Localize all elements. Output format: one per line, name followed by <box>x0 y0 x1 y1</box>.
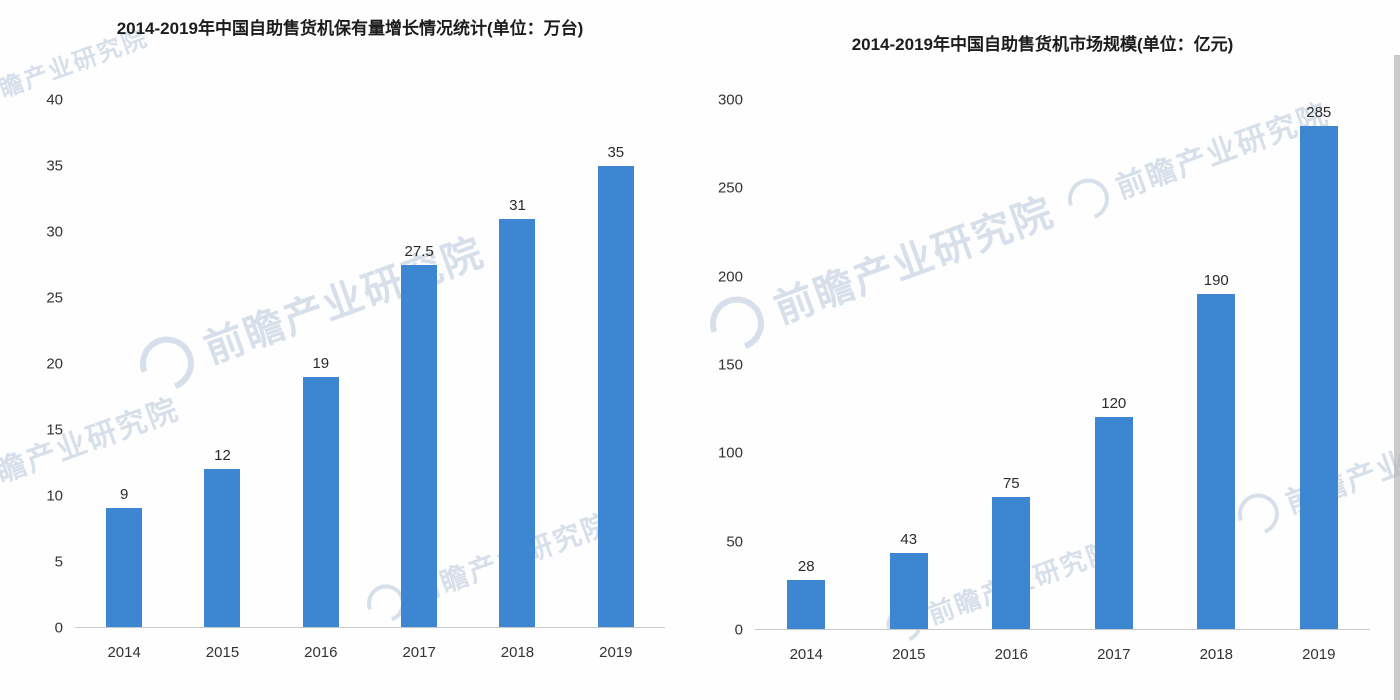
bar-value-label: 75 <box>1002 474 1020 492</box>
chart-title: 2014-2019年中国自助售货机保有量增长情况统计(单位：万台) <box>116 19 584 38</box>
plot-area: 0 50 100 150 200 250 300 28 43 75 120 190 285 <box>700 92 1370 639</box>
x-tick-label: 2016 <box>994 646 1028 663</box>
y-axis: 0 50 100 150 200 250 300 <box>700 92 755 639</box>
bar-slot: 35 <box>567 100 665 627</box>
y-tick-label: 5 <box>54 553 63 571</box>
y-tick-label: 250 <box>717 179 743 197</box>
bar <box>106 508 143 627</box>
chart-market-size: 2014-2019年中国自助售货机市场规模(单位：亿元) 0 50 100 150 20… <box>700 0 1385 700</box>
bars-area: 28 43 75 120 190 285 <box>755 100 1370 630</box>
bar <box>1197 293 1236 629</box>
x-axis: 2014 2015 2016 2017 2018 2019 <box>75 644 665 661</box>
bar-value-label: 28 <box>797 557 815 575</box>
bar-value-label: 43 <box>900 531 918 549</box>
x-tick-label: 2016 <box>304 644 338 661</box>
x-tick-label: 2015 <box>892 646 926 663</box>
bar-value-label: 120 <box>1101 395 1127 413</box>
bar <box>597 165 634 627</box>
bar-value-label: 27.5 <box>404 242 434 260</box>
y-tick-label: 0 <box>734 621 743 639</box>
y-tick-label: 150 <box>717 356 743 374</box>
bar <box>204 468 241 627</box>
bar-value-label: 31 <box>509 196 526 214</box>
bar-slot: 31 <box>468 100 566 627</box>
bar-slot: 27.5 <box>370 100 468 627</box>
x-tick-label: 2017 <box>1097 646 1131 663</box>
plot-area: 0 5 10 15 20 25 30 35 40 9 12 19 27.5 31 35 <box>30 92 665 637</box>
y-tick-label: 200 <box>717 268 743 286</box>
y-tick-label: 20 <box>46 355 63 373</box>
y-tick-label: 15 <box>46 421 63 439</box>
x-tick-label: 2018 <box>500 644 535 661</box>
bar-slot: 120 <box>1063 100 1166 629</box>
bar-slot: 19 <box>272 100 370 627</box>
bar-value-label: 285 <box>1306 104 1332 122</box>
bar-value-label: 190 <box>1203 271 1229 289</box>
bars-area: 9 12 19 27.5 31 35 <box>75 100 665 628</box>
x-tick-label: 2017 <box>402 644 436 661</box>
bar <box>1094 417 1133 629</box>
bar-slot: 75 <box>960 100 1063 629</box>
x-tick-label: 2014 <box>107 644 141 661</box>
bar-value-label: 35 <box>607 143 625 161</box>
bar <box>499 218 536 627</box>
x-tick-label: 2015 <box>205 644 240 661</box>
bar <box>401 264 438 627</box>
y-tick-label: 300 <box>717 91 743 109</box>
bar <box>1299 126 1338 629</box>
y-tick-label: 40 <box>46 91 63 109</box>
bar-value-label: 12 <box>214 446 231 464</box>
y-axis: 0 5 10 15 20 25 30 35 40 <box>30 92 75 637</box>
x-tick-label: 2019 <box>1302 646 1336 663</box>
y-tick-label: 10 <box>46 487 63 505</box>
chart-holdings: 2014-2019年中国自助售货机保有量增长情况统计(单位：万台) 0 5 10 15… <box>20 0 680 700</box>
bar <box>992 496 1031 629</box>
bar-slot: 9 <box>75 100 173 627</box>
y-tick-label: 25 <box>46 289 63 307</box>
x-tick-label: 2018 <box>1199 646 1233 663</box>
y-tick-label: 0 <box>54 619 63 637</box>
y-tick-label: 35 <box>46 157 63 175</box>
y-tick-label: 30 <box>46 223 63 241</box>
bar <box>787 579 826 629</box>
bar-value-label: 19 <box>312 354 330 372</box>
bar-slot: 28 <box>755 100 858 629</box>
y-tick-label: 50 <box>726 533 743 551</box>
bar-value-label: 9 <box>119 486 129 504</box>
bar-slot: 12 <box>173 100 271 627</box>
x-axis: 2014 2015 2016 2017 2018 2019 <box>755 646 1370 663</box>
x-tick-label: 2014 <box>789 646 823 663</box>
y-tick-label: 100 <box>717 444 743 462</box>
x-tick-label: 2019 <box>599 644 633 661</box>
bar <box>889 553 928 629</box>
chart-title: 2014-2019年中国自助售货机市场规模(单位：亿元) <box>851 35 1234 54</box>
bar-slot: 285 <box>1268 100 1371 629</box>
bar <box>302 376 339 627</box>
right-edge-artifact <box>1394 55 1400 700</box>
bar-slot: 43 <box>858 100 961 629</box>
bar-slot: 190 <box>1165 100 1268 629</box>
